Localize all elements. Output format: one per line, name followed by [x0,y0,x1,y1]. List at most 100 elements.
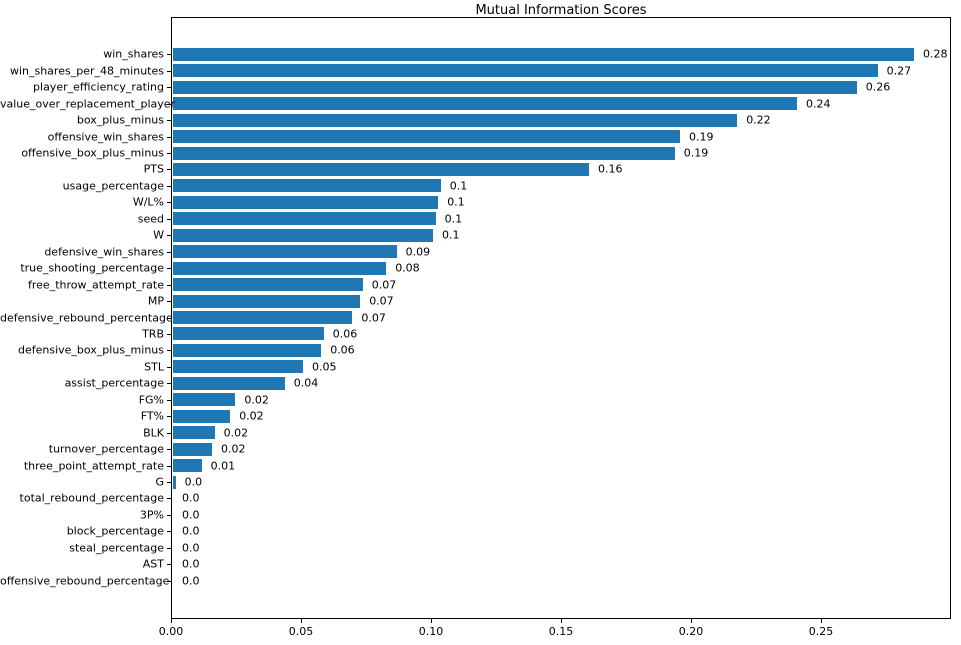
x-tick-label: 0.10 [418,625,444,638]
bar [173,475,176,489]
y-tick-label: true_shooting_percentage [20,261,164,275]
y-tick-label: G [155,475,164,489]
y-tick [167,70,171,72]
y-tick-label: value_over_replacement_player [0,97,176,111]
x-tick [301,619,302,623]
x-tick [821,619,822,623]
y-tick [167,251,171,253]
bar-value-label: 0.26 [865,80,891,94]
bar [173,343,322,357]
bar [173,376,285,390]
bar-value-label: 0.08 [395,261,420,275]
bar [173,311,353,324]
y-tick-label: box_plus_minus [76,113,164,127]
bar-value-label: 0.02 [244,393,269,407]
y-tick [167,317,171,319]
bar [173,179,441,193]
bar-value-label: 0.1 [447,195,465,209]
y-tick [167,218,171,220]
y-tick-label: win_shares [103,47,164,61]
y-tick-label: W/L% [132,195,164,209]
bar [173,442,212,456]
y-tick [167,301,171,303]
bar [173,47,914,61]
bar-value-label: 0.0 [182,508,200,522]
bar-value-label: 0.1 [442,228,460,242]
y-tick [167,333,171,335]
y-tick [167,268,171,270]
y-tick-label: defensive_win_shares [44,245,164,259]
y-tick [167,564,171,566]
bar-value-label: 0.06 [332,327,358,341]
bar [173,113,738,127]
y-tick-label: turnover_percentage [48,442,164,456]
chart-title: Mutual Information Scores [475,3,647,18]
y-tick [167,235,171,237]
bar-value-label: 0.19 [683,146,709,160]
bar [173,294,361,308]
bar-value-label: 0.04 [293,376,319,390]
x-tick-label: 0.15 [548,625,574,638]
x-tick-label: 0.20 [678,625,704,638]
bar [173,245,397,259]
y-tick-label: BLK [143,426,164,440]
y-tick-label: STL [144,360,164,374]
y-tick-label: block_percentage [66,524,164,538]
y-tick [167,169,171,171]
bar-value-label: 0.0 [182,574,200,588]
bar-value-label: 0.22 [746,113,771,127]
y-tick [167,432,171,434]
y-tick [167,531,171,533]
x-tick [431,619,432,623]
plot-area: 0.28 0.27 0.26 0.24 0.22 0.19 0.19 0.16 0.1 0.1 0.… [171,17,951,619]
y-tick [167,580,171,582]
bar [173,64,878,78]
y-tick [167,399,171,401]
y-tick [167,482,171,483]
y-tick [167,54,171,56]
bar-value-label: 0.16 [598,162,623,176]
y-tick-label: usage_percentage [62,179,164,193]
y-tick-label: player_efficiency_rating [33,80,164,94]
y-tick-label: three_point_attempt_rate [23,459,164,473]
y-tick-label: free_throw_attempt_rate [28,278,164,292]
bar-value-label: 0.01 [210,459,236,473]
y-tick-label: MP [147,294,164,308]
y-tick [167,547,171,549]
y-tick [167,120,171,122]
y-tick [167,284,171,286]
bar [173,278,363,292]
bar-value-label: 0.0 [184,475,203,489]
bar-value-label: 0.02 [239,409,264,423]
y-tick-label: AST [142,557,164,571]
y-tick-label: offensive_win_shares [47,130,164,144]
y-tick [167,383,171,385]
bar [173,228,433,242]
bar [173,426,215,440]
bar-value-label: 0.19 [689,130,714,144]
bar-value-label: 0.07 [369,294,394,308]
y-tick-label: W [153,228,164,242]
y-tick [167,350,171,352]
y-tick-label: PTS [143,162,164,176]
bar [173,97,797,111]
bar [173,409,231,423]
y-tick [167,202,171,204]
y-tick [167,465,171,467]
bar-value-label: 0.05 [312,360,337,374]
bar-value-label: 0.07 [371,278,397,292]
bar [173,212,436,226]
bar [173,146,675,160]
bar-value-label: 0.28 [923,47,948,61]
y-tick-label: win_shares_per_48_minutes [9,64,164,78]
bar-value-label: 0.24 [806,97,831,111]
y-tick [167,416,171,418]
y-tick-label: FT% [140,409,164,423]
bar [173,327,324,341]
bar [173,195,439,209]
y-tick [167,153,171,154]
y-tick [167,449,171,451]
y-tick-label: defensive_box_plus_minus [18,343,164,357]
y-tick [167,87,171,89]
bar-value-label: 0.1 [449,179,468,193]
